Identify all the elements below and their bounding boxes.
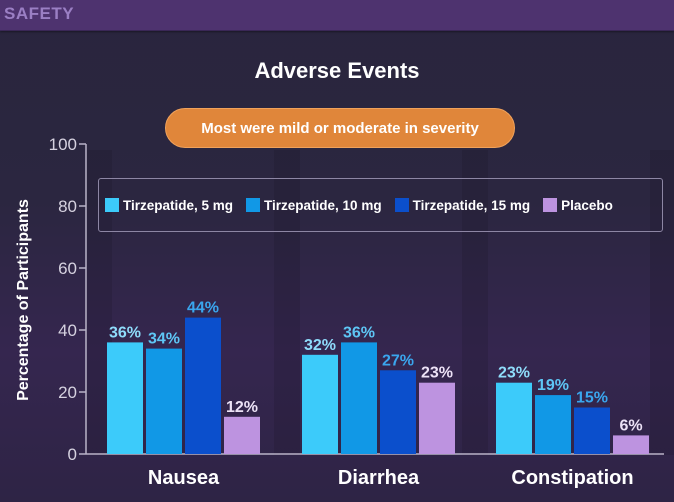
chart-legend: Tirzepatide, 5 mg Tirzepatide, 10 mg Tirze… (98, 178, 663, 232)
data-label: 44% (187, 300, 219, 317)
data-label: 6% (619, 417, 642, 434)
y-tick-label: 20 (58, 383, 77, 402)
data-label: 15% (576, 390, 608, 407)
callout-pill: Most were mild or moderate in severity (165, 108, 515, 148)
legend-item: Tirzepatide, 15 mg (394, 197, 531, 213)
y-tick-label: 60 (58, 259, 77, 278)
bar (185, 317, 221, 454)
x-category-label: Diarrhea (338, 467, 420, 489)
bar (574, 407, 610, 454)
legend-item: Tirzepatide, 5 mg (105, 198, 233, 213)
section-label: SAFETY (4, 4, 75, 23)
chart-title: Adverse Events (254, 58, 420, 83)
legend-item: Placebo (543, 198, 613, 213)
legend-swatch (246, 198, 261, 212)
y-tick-label: 0 (68, 445, 77, 464)
legend-swatch (394, 198, 409, 212)
bar (613, 435, 649, 454)
bar (535, 395, 571, 454)
legend-label: Tirzepatide, 15 mg (412, 197, 531, 213)
bar (146, 348, 182, 454)
data-label: 12% (226, 399, 258, 416)
bar (224, 416, 260, 454)
legend-label: Tirzepatide, 5 mg (123, 197, 234, 213)
legend-label: Tirzepatide, 10 mg (264, 197, 382, 213)
legend-swatch (105, 198, 119, 212)
data-label: 19% (537, 377, 569, 394)
background-band (274, 150, 300, 455)
y-tick-label: 40 (58, 321, 77, 340)
bar (341, 342, 377, 454)
legend-label: Placebo (561, 197, 613, 213)
data-label: 32% (304, 337, 336, 354)
bar (419, 382, 455, 454)
y-tick-label: 100 (49, 135, 77, 154)
y-tick-label: 80 (58, 197, 77, 216)
bar (302, 354, 338, 454)
legend-swatch (543, 198, 558, 212)
data-label: 27% (382, 352, 414, 369)
data-label: 36% (109, 324, 141, 341)
background-band (462, 150, 488, 455)
data-label: 36% (343, 324, 375, 341)
bar (496, 382, 532, 454)
top-bar: SAFETY (0, 0, 674, 31)
data-label: 23% (498, 365, 530, 382)
data-label: 23% (421, 365, 453, 382)
y-axis-label: Percentage of Participants (15, 199, 32, 401)
legend-item: Tirzepatide, 10 mg (246, 198, 382, 213)
data-label: 34% (148, 331, 180, 348)
x-category-label: Nausea (148, 467, 220, 489)
x-category-label: Constipation (511, 467, 633, 489)
bar (380, 370, 416, 454)
bar (107, 342, 143, 454)
